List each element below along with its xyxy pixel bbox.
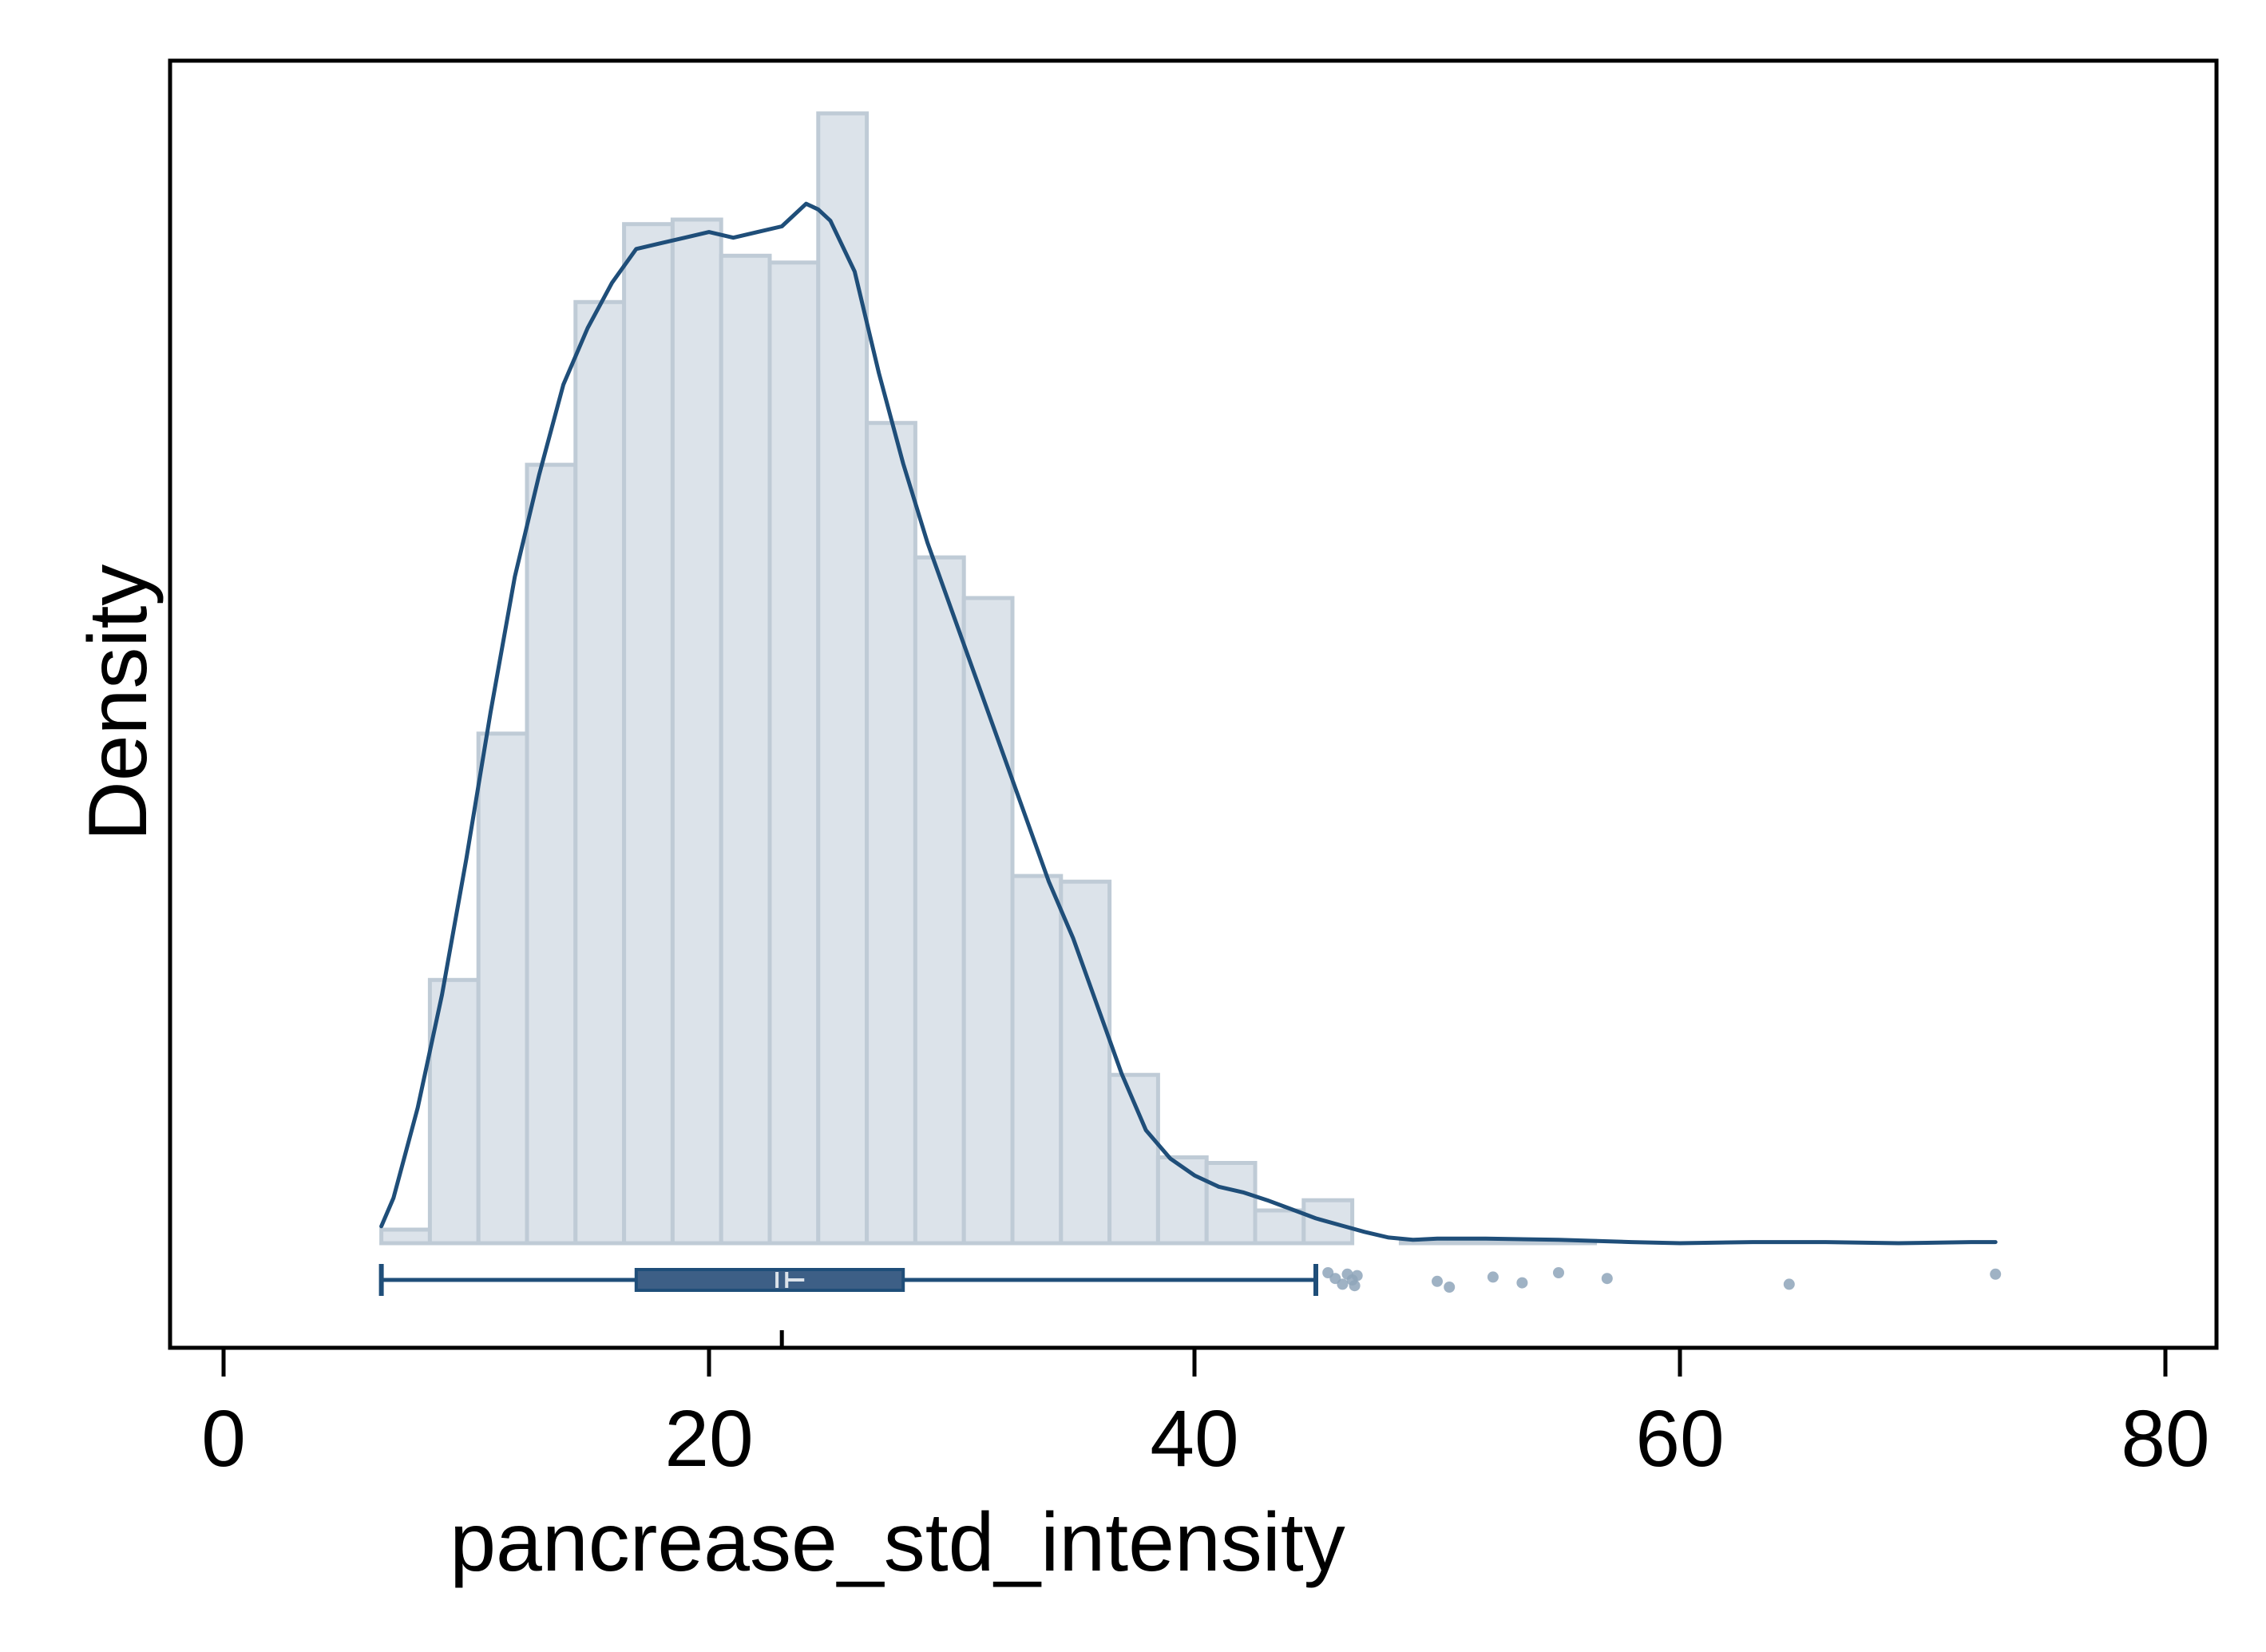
histogram-bar: [427, 977, 481, 1246]
histogram-bar: [670, 217, 723, 1246]
boxplot-outlier-point: [1351, 1270, 1363, 1282]
boxplot-outlier-point: [1601, 1273, 1613, 1285]
histogram-bar: [961, 596, 1015, 1246]
histogram-bar: [1447, 1238, 1500, 1246]
boxplot: [378, 1264, 2002, 1296]
x-tick-label: 20: [664, 1394, 753, 1484]
boxplot-outlier-point: [1783, 1278, 1795, 1290]
histogram-bar: [573, 299, 627, 1246]
boxplot-outlier-point: [1487, 1271, 1499, 1283]
x-tick-label: 80: [2121, 1394, 2209, 1484]
x-tick-label: 40: [1150, 1394, 1238, 1484]
histogram-bar: [525, 462, 578, 1246]
x-axis-label: pancrease_std_intensity: [450, 1496, 1345, 1589]
histogram-bar: [865, 421, 917, 1246]
boxplot-outlier-point: [1349, 1280, 1361, 1292]
y-axis-label: Density: [72, 565, 164, 842]
histogram-bar: [816, 111, 870, 1246]
histogram-bar: [1253, 1208, 1306, 1246]
boxplot-outlier-point: [1444, 1282, 1456, 1293]
boxplot-outlier-point: [1337, 1278, 1349, 1290]
boxplot-outlier-point: [1432, 1275, 1443, 1287]
histogram-bar: [767, 260, 821, 1246]
histogram-bar: [379, 1227, 432, 1246]
x-tick-label: 0: [201, 1394, 246, 1484]
histogram-bars: [379, 111, 1598, 1246]
boxplot-outlier-point: [1553, 1267, 1564, 1278]
boxplot-outlier-point: [1516, 1277, 1528, 1289]
histogram-bar: [476, 731, 529, 1246]
histogram-bar: [1010, 874, 1064, 1246]
histogram-bar: [622, 222, 675, 1246]
density-line: [379, 201, 1998, 1246]
x-axis: 0 20 40 60 80: [201, 1330, 2210, 1484]
boxplot-box: [634, 1268, 905, 1292]
histogram-bar: [913, 555, 966, 1246]
histogram-bar: [1155, 1155, 1209, 1246]
density-curve: [379, 201, 1998, 1246]
histogram-bar: [1059, 879, 1112, 1246]
x-tick-label: 60: [1635, 1394, 1724, 1484]
boxplot-outlier-point: [1990, 1268, 2002, 1280]
histogram-bar: [1204, 1161, 1258, 1246]
histogram-bar: [719, 253, 772, 1246]
